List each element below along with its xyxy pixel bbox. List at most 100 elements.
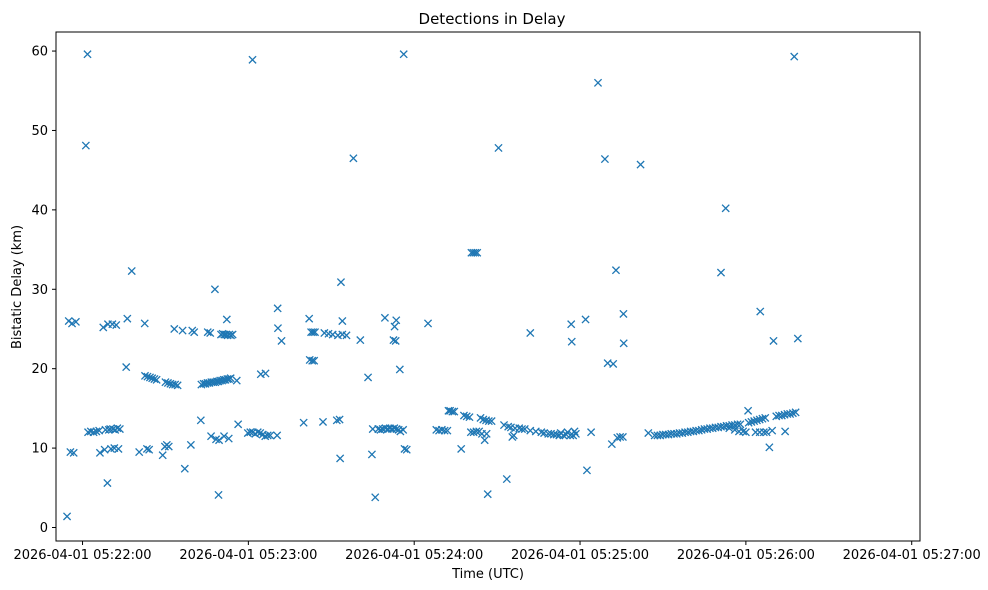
x-tick-label: 2026-04-01 05:25:00 <box>511 548 649 563</box>
data-point <box>248 55 257 64</box>
data-point <box>443 426 452 435</box>
data-point <box>482 429 491 438</box>
data-point <box>305 314 314 323</box>
data-point <box>178 326 187 335</box>
data-point <box>494 143 503 152</box>
data-point <box>308 356 317 365</box>
data-point <box>744 406 753 415</box>
data-point <box>570 427 579 436</box>
data-point <box>263 431 272 440</box>
data-point <box>440 426 449 435</box>
x-tick-label: 2026-04-01 05:27:00 <box>843 548 981 563</box>
data-point <box>480 436 489 445</box>
x-tick-label: 2026-04-01 05:22:00 <box>13 548 151 563</box>
data-point <box>395 365 404 374</box>
data-point <box>467 248 476 257</box>
data-point <box>367 450 376 459</box>
data-points <box>62 50 802 521</box>
data-point <box>161 378 170 387</box>
data-point <box>219 432 229 441</box>
data-point <box>609 359 618 368</box>
data-point <box>765 443 774 452</box>
data-point <box>400 444 409 453</box>
data-point <box>423 319 433 328</box>
data-point <box>788 409 797 418</box>
data-point <box>143 372 152 381</box>
data-point <box>587 428 596 437</box>
data-point <box>210 285 219 294</box>
data-point <box>222 315 231 324</box>
data-point <box>273 324 283 333</box>
data-point <box>308 328 318 337</box>
x-axis-label: Time (UTC) <box>451 567 524 582</box>
data-point <box>391 336 400 345</box>
data-point <box>145 373 155 382</box>
data-point <box>733 420 742 429</box>
data-point <box>196 416 205 425</box>
y-tick-label: 10 <box>31 442 48 457</box>
x-tick-label: 2026-04-01 05:23:00 <box>179 548 317 563</box>
data-point <box>390 322 399 331</box>
data-point <box>114 444 123 453</box>
data-point <box>261 369 270 378</box>
data-point <box>644 428 653 438</box>
data-point <box>142 444 151 453</box>
data-point <box>517 424 527 434</box>
data-point <box>158 451 167 460</box>
data-point <box>457 444 466 453</box>
data-point <box>756 307 765 316</box>
data-point <box>392 316 401 325</box>
data-point <box>171 380 180 389</box>
x-axis: 2026-04-01 05:22:00 2026-04-01 05:23:00 20… <box>13 541 981 563</box>
data-point <box>215 436 224 445</box>
data-point <box>224 434 233 443</box>
data-point <box>473 248 482 257</box>
data-point <box>399 50 408 59</box>
data-point <box>499 421 509 430</box>
data-point <box>376 425 385 434</box>
y-axis-label: Bistatic Delay (km) <box>10 225 25 349</box>
data-point <box>123 314 132 323</box>
data-point <box>462 412 471 421</box>
data-point <box>759 428 768 437</box>
data-point <box>336 454 345 463</box>
data-point <box>537 428 546 437</box>
data-point <box>484 417 493 426</box>
data-point <box>277 336 286 345</box>
data-point <box>226 374 235 383</box>
data-point <box>206 328 215 338</box>
y-tick-label: 0 <box>40 521 48 536</box>
data-point <box>581 315 590 324</box>
data-point <box>318 417 328 426</box>
data-point <box>115 424 124 434</box>
data-point <box>741 428 750 437</box>
data-point <box>342 331 351 340</box>
data-point <box>356 336 365 345</box>
data-point <box>390 424 399 433</box>
data-point <box>148 374 157 383</box>
data-point <box>567 337 576 346</box>
data-point <box>62 512 72 521</box>
data-point <box>469 248 478 257</box>
data-point <box>363 373 373 382</box>
data-point <box>299 418 308 427</box>
data-point <box>552 430 561 439</box>
data-point <box>228 330 237 339</box>
data-point <box>616 432 625 442</box>
data-point <box>113 424 122 433</box>
data-point <box>173 381 182 390</box>
data-point <box>487 417 496 426</box>
data-point <box>483 490 492 499</box>
data-point <box>234 420 243 429</box>
data-point <box>338 316 347 326</box>
data-point <box>790 52 799 61</box>
data-point <box>206 432 216 441</box>
data-point <box>71 317 80 326</box>
x-tick-label: 2026-04-01 05:24:00 <box>345 548 483 563</box>
data-point <box>611 266 621 275</box>
data-point <box>619 309 628 318</box>
data-point <box>69 448 78 457</box>
data-point <box>716 268 726 277</box>
data-point <box>721 204 730 213</box>
data-point <box>186 440 195 449</box>
